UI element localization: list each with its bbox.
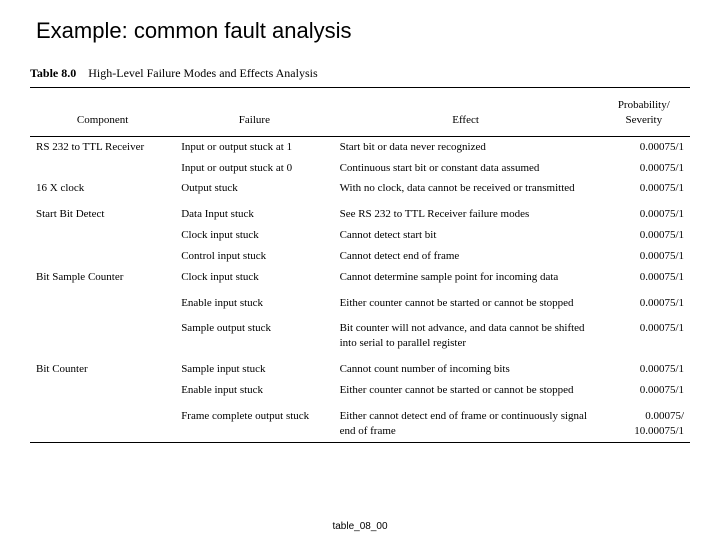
cell-effect: Cannot count number of incoming bits xyxy=(334,354,598,380)
cell-component xyxy=(30,401,175,442)
cell-effect: Either counter cannot be started or cann… xyxy=(334,380,598,401)
cell-probability: 0.00075/1 xyxy=(598,199,690,225)
table-row: Start Bit DetectData Input stuckSee RS 2… xyxy=(30,199,690,225)
cell-probability: 0.00075/1 xyxy=(598,178,690,199)
cell-effect: See RS 232 to TTL Receiver failure modes xyxy=(334,199,598,225)
cell-component xyxy=(30,288,175,314)
footer-label: table_08_00 xyxy=(0,521,720,532)
cell-effect: Continuous start bit or constant data as… xyxy=(334,158,598,179)
fmea-table: Component Failure Effect Probability/ Se… xyxy=(30,87,690,443)
caption-text: High-Level Failure Modes and Effects Ana… xyxy=(88,66,317,80)
cell-component xyxy=(30,246,175,267)
table-row: Control input stuckCannot detect end of … xyxy=(30,246,690,267)
cell-probability: 0.00075/10.00075/1 xyxy=(598,401,690,442)
table-row: Enable input stuckEither counter cannot … xyxy=(30,380,690,401)
cell-probability: 0.00075/1 xyxy=(598,225,690,246)
cell-probability: 0.00075/1 xyxy=(598,246,690,267)
cell-failure: Data Input stuck xyxy=(175,199,333,225)
cell-failure: Enable input stuck xyxy=(175,380,333,401)
cell-probability: 0.00075/1 xyxy=(598,313,690,354)
cell-component xyxy=(30,225,175,246)
cell-probability: 0.00075/1 xyxy=(598,288,690,314)
table-row: Bit Sample CounterClock input stuckCanno… xyxy=(30,267,690,288)
cell-component: Start Bit Detect xyxy=(30,199,175,225)
cell-failure: Clock input stuck xyxy=(175,267,333,288)
cell-component xyxy=(30,313,175,354)
col-component: Component xyxy=(30,88,175,137)
col-failure: Failure xyxy=(175,88,333,137)
table-row: Input or output stuck at 0Continuous sta… xyxy=(30,158,690,179)
table-row: RS 232 to TTL ReceiverInput or output st… xyxy=(30,136,690,157)
table-row: Bit CounterSample input stuckCannot coun… xyxy=(30,354,690,380)
cell-component: Bit Sample Counter xyxy=(30,267,175,288)
slide-title: Example: common fault analysis xyxy=(36,18,690,44)
table-caption: Table 8.0 High-Level Failure Modes and E… xyxy=(30,66,690,81)
table-row: Enable input stuckEither counter cannot … xyxy=(30,288,690,314)
col-effect: Effect xyxy=(334,88,598,137)
col-prob: Probability/ Severity xyxy=(598,88,690,137)
cell-failure: Sample output stuck xyxy=(175,313,333,354)
cell-component xyxy=(30,158,175,179)
cell-component: Bit Counter xyxy=(30,354,175,380)
cell-effect: Start bit or data never recognized xyxy=(334,136,598,157)
cell-probability: 0.00075/1 xyxy=(598,158,690,179)
cell-probability: 0.00075/1 xyxy=(598,380,690,401)
cell-component: 16 X clock xyxy=(30,178,175,199)
cell-probability: 0.00075/1 xyxy=(598,136,690,157)
cell-failure: Input or output stuck at 0 xyxy=(175,158,333,179)
cell-probability: 0.00075/1 xyxy=(598,354,690,380)
cell-effect: Cannot detect end of frame xyxy=(334,246,598,267)
cell-failure: Frame complete output stuck xyxy=(175,401,333,442)
cell-failure: Clock input stuck xyxy=(175,225,333,246)
cell-failure: Control input stuck xyxy=(175,246,333,267)
cell-effect: Cannot detect start bit xyxy=(334,225,598,246)
table-row: Clock input stuckCannot detect start bit… xyxy=(30,225,690,246)
cell-probability: 0.00075/1 xyxy=(598,267,690,288)
cell-effect: Cannot determine sample point for incomi… xyxy=(334,267,598,288)
cell-effect: Either counter cannot be started or cann… xyxy=(334,288,598,314)
cell-effect: Bit counter will not advance, and data c… xyxy=(334,313,598,354)
caption-label: Table 8.0 xyxy=(30,66,76,80)
table-row: 16 X clockOutput stuckWith no clock, dat… xyxy=(30,178,690,199)
cell-effect: With no clock, data cannot be received o… xyxy=(334,178,598,199)
cell-failure: Output stuck xyxy=(175,178,333,199)
cell-failure: Enable input stuck xyxy=(175,288,333,314)
cell-failure: Sample input stuck xyxy=(175,354,333,380)
cell-component: RS 232 to TTL Receiver xyxy=(30,136,175,157)
table-row: Frame complete output stuckEither cannot… xyxy=(30,401,690,442)
cell-effect: Either cannot detect end of frame or con… xyxy=(334,401,598,442)
cell-component xyxy=(30,380,175,401)
cell-failure: Input or output stuck at 1 xyxy=(175,136,333,157)
table-row: Sample output stuckBit counter will not … xyxy=(30,313,690,354)
